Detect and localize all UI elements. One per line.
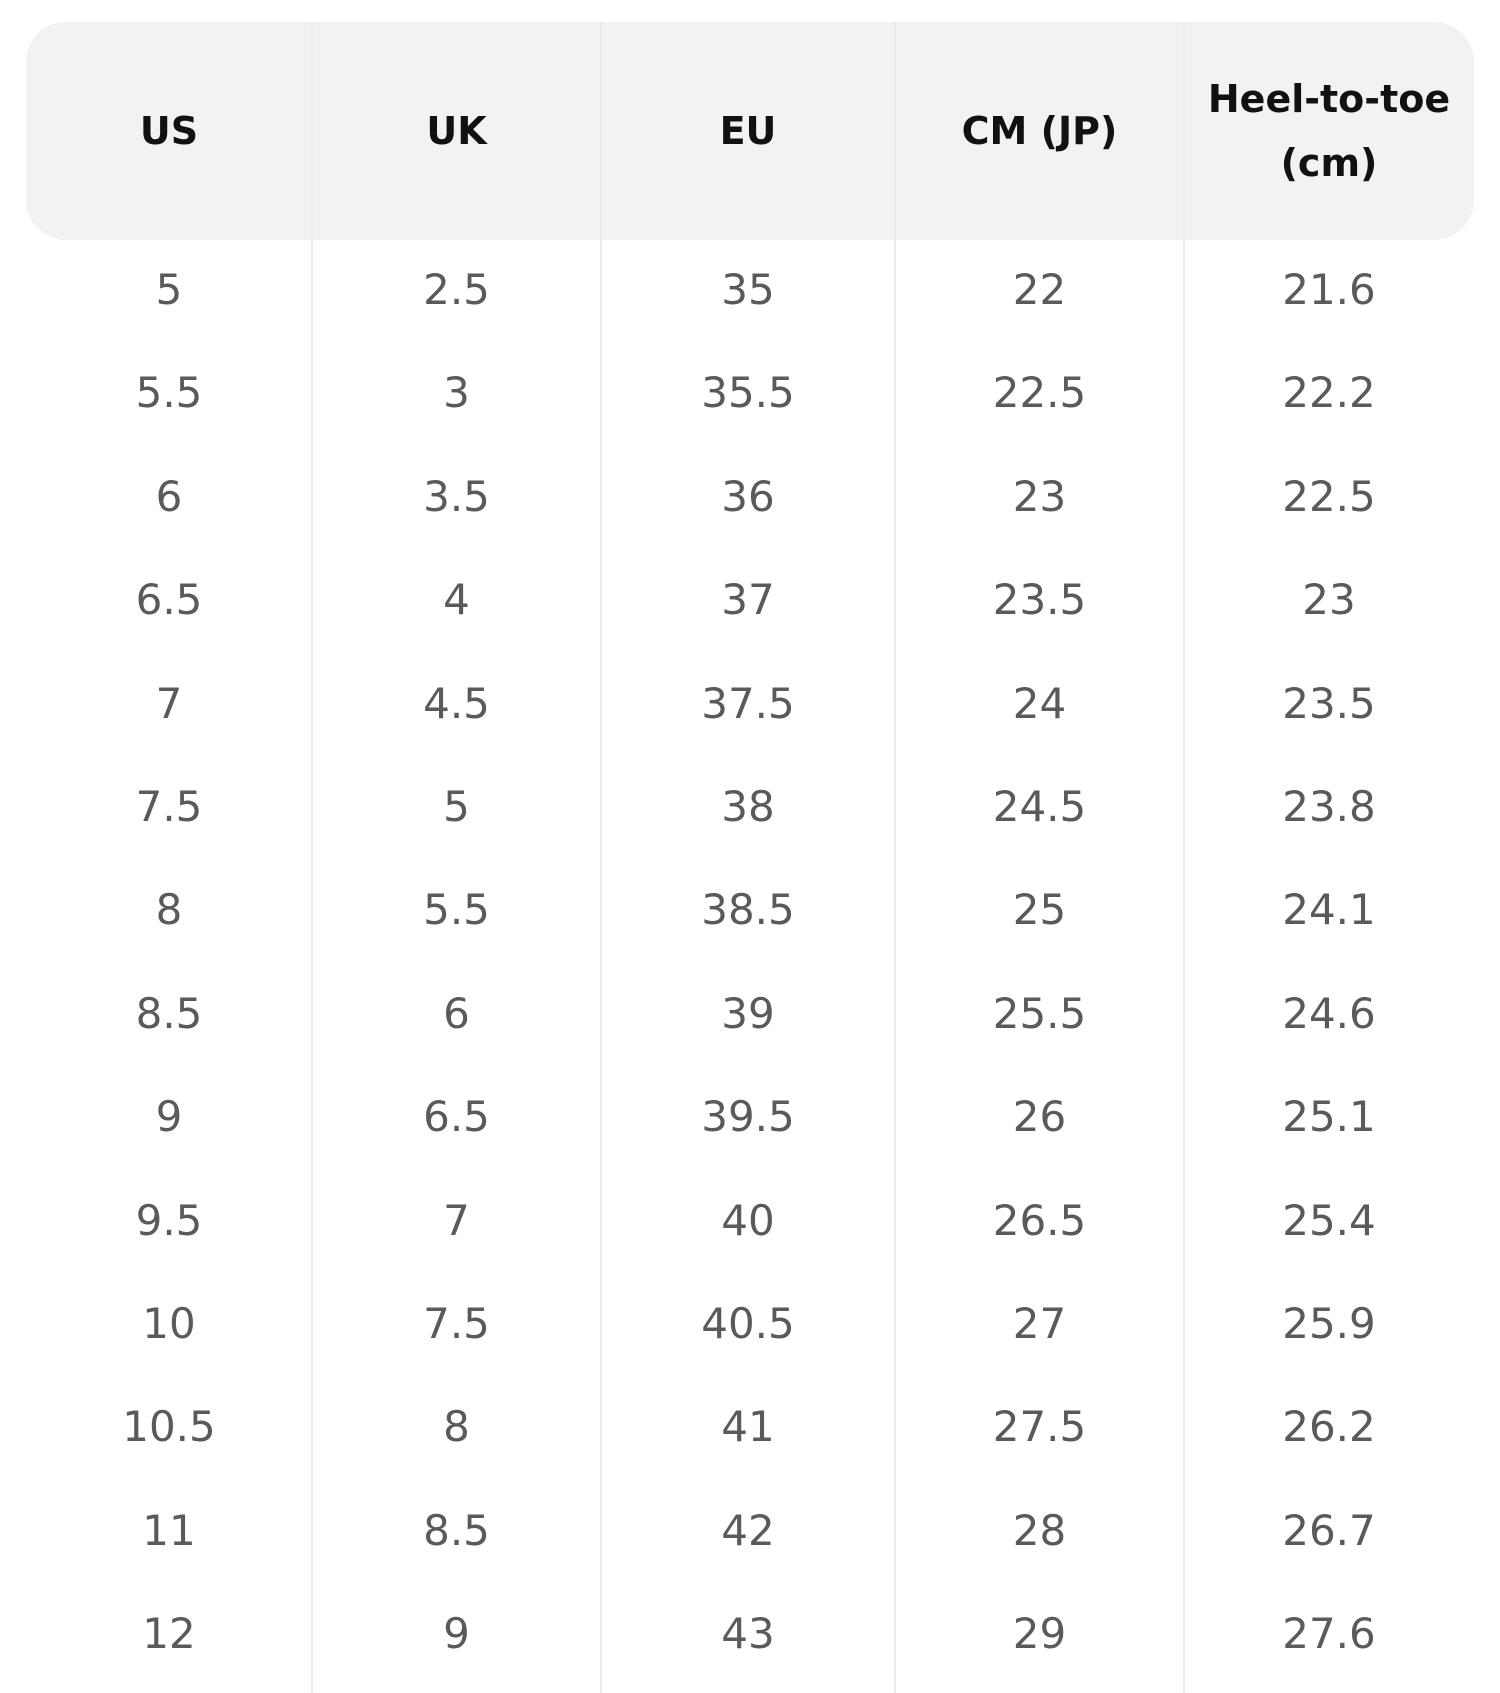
table-cell: 23 — [1012, 471, 1067, 521]
table-cell: 40 — [721, 1195, 775, 1245]
table-cell: 8 — [443, 1402, 470, 1452]
table-cell: 24.6 — [1282, 988, 1376, 1038]
table-cell: 37.5 — [701, 678, 795, 728]
table-cell: 25.1 — [1282, 1092, 1376, 1142]
table-cell: 26.7 — [1282, 1505, 1376, 1555]
table-cell: 7.5 — [135, 782, 203, 831]
table-cell: 28 — [1012, 1505, 1067, 1555]
table-cell: 26 — [1012, 1092, 1067, 1142]
table-cell: 10 — [142, 1299, 196, 1348]
table-cell: 35.5 — [701, 368, 795, 418]
table-cell: 8.5 — [423, 1505, 490, 1555]
table-cell: 26.2 — [1282, 1402, 1376, 1452]
table-cell: 21.6 — [1282, 265, 1376, 314]
table-cell: 39.5 — [701, 1092, 795, 1142]
table-cell: 35 — [721, 265, 775, 314]
table-cell: 40.5 — [701, 1299, 795, 1348]
table-cell: 5 — [443, 782, 470, 831]
column-divider — [894, 22, 896, 1693]
table-cell: 7 — [443, 1195, 470, 1245]
table-cell: 4 — [443, 575, 470, 625]
table-cell: 27.6 — [1282, 1609, 1376, 1659]
table-cell: 25.5 — [992, 988, 1087, 1038]
table-cell: 9 — [155, 1092, 183, 1142]
column-header: CM (JP) — [961, 109, 1118, 153]
table-cell: 22.5 — [992, 368, 1087, 418]
table-cell: 24.1 — [1282, 885, 1376, 935]
table-cell: 24.5 — [992, 782, 1087, 831]
table-cell: 4.5 — [423, 678, 490, 728]
table-cell: 38 — [721, 782, 775, 831]
column-header: UK — [426, 109, 487, 153]
table-cell: 9 — [443, 1609, 470, 1659]
table-cell: 2.5 — [423, 265, 490, 314]
table-cell: 3 — [443, 368, 470, 418]
column-header: EU — [719, 109, 777, 153]
column-header: US — [139, 109, 199, 153]
table-cell: 5.5 — [135, 368, 203, 418]
table-cell: 43 — [721, 1609, 775, 1659]
table-cell: 29 — [1012, 1609, 1067, 1659]
table-cell: 6.5 — [135, 575, 203, 625]
table-cell: 7.5 — [423, 1299, 490, 1348]
column-header: Heel-to-toe (cm) — [1207, 77, 1451, 185]
table-cell: 27.5 — [992, 1402, 1087, 1452]
column-divider — [600, 22, 602, 1693]
table-cell: 5 — [155, 265, 183, 314]
table-cell: 10.5 — [122, 1402, 216, 1452]
table-cell: 23 — [1302, 575, 1356, 625]
table-cell: 38.5 — [701, 885, 795, 935]
table-cell: 25.9 — [1282, 1299, 1376, 1348]
table-cell: 9.5 — [135, 1195, 203, 1245]
table-cell: 8 — [155, 885, 183, 935]
table-cell: 5.5 — [423, 885, 490, 935]
table-cell: 27 — [1012, 1299, 1067, 1348]
table-cell: 6 — [443, 988, 470, 1038]
table-cell: 22.5 — [1282, 471, 1376, 521]
table-cell: 8.5 — [135, 988, 203, 1038]
table-cell: 22.2 — [1282, 368, 1376, 418]
table-cell: 24 — [1012, 678, 1067, 728]
table-cell: 41 — [721, 1402, 775, 1452]
table-cell: 6.5 — [423, 1092, 490, 1142]
table-cell: 23.5 — [992, 575, 1087, 625]
table-cell: 39 — [721, 988, 775, 1038]
table-cell: 22 — [1012, 265, 1067, 314]
table-cell: 25 — [1012, 885, 1067, 935]
column-divider — [1183, 22, 1185, 1693]
table-cell: 23.5 — [1282, 678, 1376, 728]
table-cell: 3.5 — [423, 471, 490, 521]
table-cell: 11 — [142, 1505, 196, 1555]
header-background — [26, 22, 1474, 240]
table-cell: 25.4 — [1282, 1195, 1376, 1245]
table-cell: 36 — [721, 471, 775, 521]
table-cell: 12 — [142, 1609, 196, 1659]
column-divider — [311, 22, 313, 1693]
table-cell: 37 — [721, 575, 775, 625]
table-cell: 26.5 — [992, 1195, 1087, 1245]
table-cell: 7 — [155, 678, 183, 728]
table-cell: 23.8 — [1282, 782, 1376, 831]
table-cell: 42 — [721, 1505, 775, 1555]
table-cell: 6 — [155, 471, 183, 521]
